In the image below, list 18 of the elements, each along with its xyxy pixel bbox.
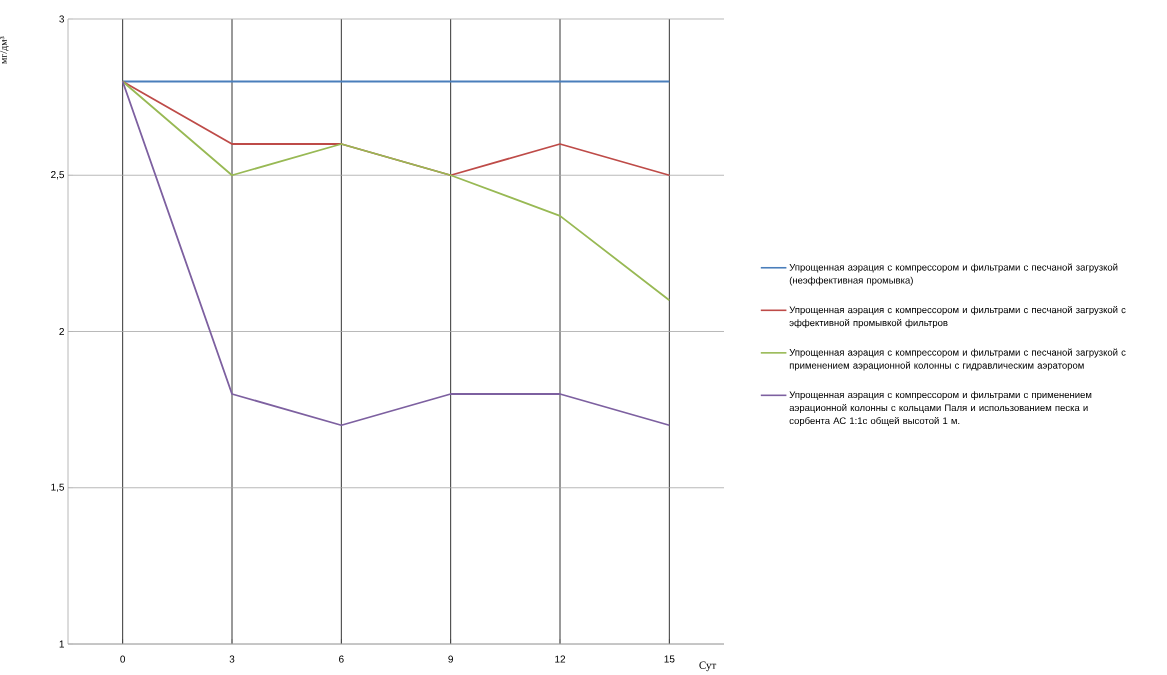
x-tick-label: 9 bbox=[448, 655, 453, 663]
legend-label: Упрощенная аэрация с компрессором и фильтрами с песчаной загрузкой с эффективной промывкой фильтров bbox=[789, 306, 1126, 329]
y-tick-label: 1 bbox=[59, 640, 64, 648]
x-tick-label: 12 bbox=[555, 655, 566, 663]
x-tick-label: 3 bbox=[229, 655, 235, 663]
legend-label: Упрощенная аэрация с компрессором и фильтрами с применением аэрационной колонны с кольцами Паля и использованием песка и сорбента АС 1:1с общей высотой 1 м. bbox=[789, 391, 1092, 426]
y-tick-label: 1,5 bbox=[51, 483, 65, 492]
line-series bbox=[121, 80, 671, 302]
x-tick-label: 15 bbox=[664, 655, 675, 663]
legend-label: Упрощенная аэрация с компрессором и фильтрами с песчаной загрузкой (неэффективная промывка) bbox=[789, 263, 1118, 286]
y-tick-label: 2 bbox=[59, 328, 64, 335]
x-tick-label: 0 bbox=[120, 655, 126, 663]
y-axis-title: мг/дм³ bbox=[0, 36, 9, 64]
x-axis-title: Сут bbox=[699, 661, 717, 672]
y-tick-label: 3 bbox=[59, 15, 65, 23]
x-tick-label: 6 bbox=[339, 655, 344, 663]
legend-label: Упрощенная аэрация с компрессором и фильтрами с песчаной загрузкой с применением аэрационной колонны с гидравлическим аэратором bbox=[789, 348, 1126, 371]
y-tick-label: 2,5 bbox=[51, 171, 65, 180]
